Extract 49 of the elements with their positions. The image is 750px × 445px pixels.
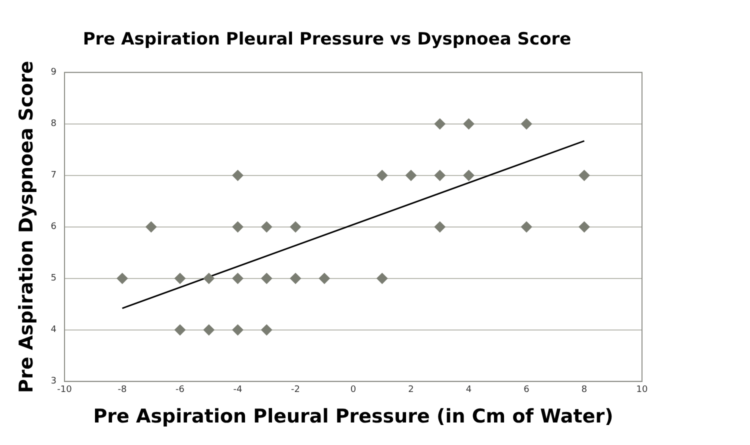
x-tick-label: -2	[291, 385, 300, 396]
point	[578, 170, 590, 181]
y-tick-label: 9	[50, 68, 57, 78]
chart-title: Pre Aspiration Pleural Pressure vs Dyspnoea Score	[82, 30, 572, 50]
point	[232, 221, 244, 232]
x-axis-title: Pre Aspiration Pleural Pressure (in Cm of Water)	[93, 406, 614, 428]
point	[463, 118, 474, 130]
y-tick-label: 7	[50, 170, 57, 181]
point	[434, 118, 446, 130]
point	[232, 170, 244, 181]
x-tick-label: 10	[636, 385, 648, 396]
point	[261, 221, 272, 232]
x-tick-label: 6	[524, 385, 530, 396]
point	[521, 118, 532, 130]
y-tick-label: 8	[50, 119, 57, 130]
point	[578, 221, 590, 232]
point	[232, 272, 244, 284]
point	[174, 272, 186, 284]
point	[261, 272, 272, 284]
y-tick-label: 4	[50, 325, 57, 336]
point	[290, 272, 302, 284]
point	[261, 324, 272, 336]
x-tick-label: -6	[176, 385, 185, 396]
point	[203, 272, 214, 284]
y-tick-label: 3	[50, 376, 57, 387]
x-tick-label: -10	[57, 385, 72, 396]
point	[463, 170, 474, 181]
point	[203, 324, 214, 336]
y-axis-title: Pre Aspiration Dyspnoea Score	[15, 60, 38, 393]
x-tick-label: 4	[466, 385, 472, 396]
x-tick-label: 8	[581, 385, 588, 396]
point	[521, 221, 532, 232]
x-tick-label: 2	[408, 385, 414, 396]
point	[232, 324, 244, 336]
point	[174, 324, 186, 336]
point	[116, 272, 128, 284]
point	[376, 170, 388, 181]
point	[318, 272, 330, 284]
point	[146, 221, 157, 232]
point	[290, 221, 302, 232]
point	[434, 170, 446, 181]
point	[406, 170, 417, 181]
x-tick-label: -4	[233, 385, 243, 396]
point	[376, 272, 388, 284]
x-tick-label: -8	[118, 385, 128, 396]
y-tick-label: 5	[50, 274, 57, 284]
x-tick-label: 0	[350, 385, 356, 396]
y-tick-label: 6	[50, 222, 57, 232]
point	[434, 221, 446, 232]
